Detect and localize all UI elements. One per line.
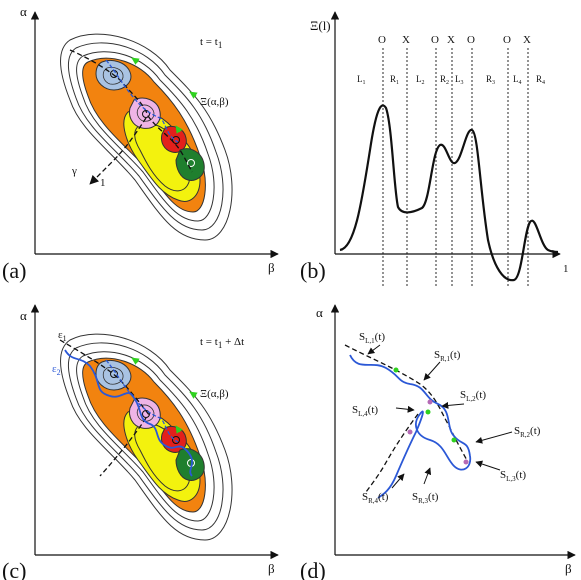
region-l3: L3 xyxy=(455,74,464,86)
panel-a-landscape xyxy=(61,34,233,240)
marker-o-2: O xyxy=(431,34,439,46)
panel-c: α β t = t1 + Δt Ξ(α,β) ε1 ε2 (c) xyxy=(2,304,279,580)
label-sl3: SL,3(t) xyxy=(500,469,526,483)
panel-a: α β t = t1 Ξ(α,β) γ 1 (a) xyxy=(2,4,279,283)
panel-c-landscape xyxy=(59,334,232,540)
region-r4: R4 xyxy=(536,74,545,86)
label-sr4: SR,4(t) xyxy=(362,491,389,505)
panel-b-letter: (b) xyxy=(300,258,326,283)
panel-a-alpha-label: α xyxy=(20,4,27,19)
marker-x-1: X xyxy=(402,34,410,46)
panel-a-one: 1 xyxy=(100,177,106,189)
marker-x-2: X xyxy=(447,34,455,46)
panel-a-time-label: t = t1 xyxy=(200,36,222,50)
panel-b-y-label: Ξ(l) xyxy=(310,18,331,33)
label-sr2: SR,2(t) xyxy=(514,425,541,439)
panel-a-letter: (a) xyxy=(2,258,26,283)
panel-d-letter: (d) xyxy=(300,558,326,580)
panel-c-alpha-label: α xyxy=(20,308,27,323)
xi-curve xyxy=(339,104,559,282)
panel-b: Ξ(l) 1 O X O X O O X L1 R1 L2 R2 xyxy=(300,11,569,288)
panel-d: α β SL,1(t) SR,1(t) SL,2(t) SL,4(t) SR,2… xyxy=(300,304,576,580)
region-l4: L4 xyxy=(513,74,522,86)
panel-d-beta-label: β xyxy=(565,561,572,576)
marker-o-4: O xyxy=(503,34,511,46)
region-r3: R3 xyxy=(486,74,495,86)
label-sr1: SR,1(t) xyxy=(434,349,461,363)
region-l1: L1 xyxy=(357,74,366,86)
panel-c-beta-label: β xyxy=(268,561,275,576)
panel-c-functional: Ξ(α,β) xyxy=(200,388,229,400)
panel-d-alpha-label: α xyxy=(316,305,323,320)
label-sl2: SL,2(t) xyxy=(460,389,486,403)
panel-c-eps2: ε2 xyxy=(52,363,61,377)
region-l2: L2 xyxy=(416,74,425,86)
panel-c-letter: (c) xyxy=(2,558,26,580)
panel-c-eps1: ε1 xyxy=(58,329,67,343)
label-sl4: SL,4(t) xyxy=(352,404,378,418)
marker-o-1: O xyxy=(378,34,386,46)
marker-o-3: O xyxy=(467,34,475,46)
region-r1: R1 xyxy=(390,74,399,86)
marker-x-3: X xyxy=(523,34,531,46)
panel-a-beta-label: β xyxy=(268,260,275,275)
panel-b-x-end: 1 xyxy=(563,263,569,275)
panel-a-functional: Ξ(α,β) xyxy=(200,96,229,108)
region-r2: R2 xyxy=(440,74,449,86)
panel-a-gamma: γ xyxy=(71,165,77,177)
label-sl1: SL,1(t) xyxy=(359,331,385,345)
panel-c-time-label: t = t1 + Δt xyxy=(200,336,244,350)
label-sr3: SR,3(t) xyxy=(412,491,439,505)
